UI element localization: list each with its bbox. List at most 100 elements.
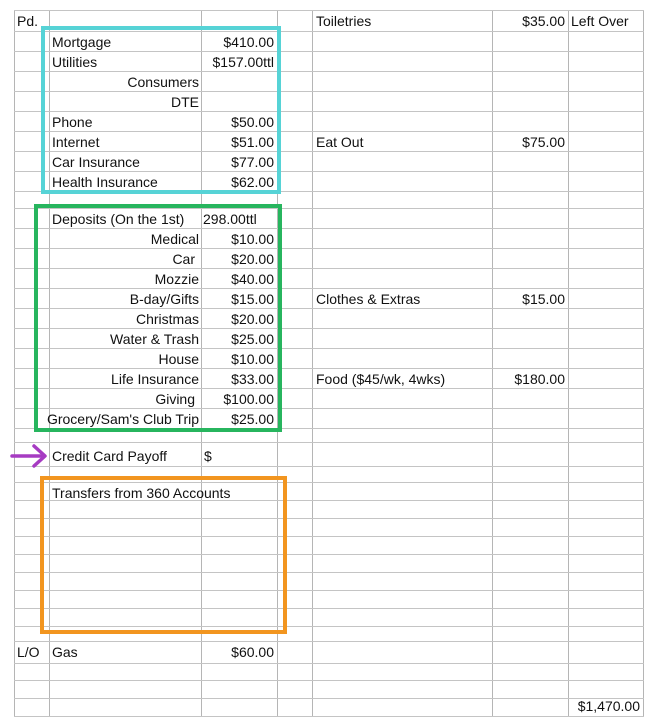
deposits-header-amount: 298.00ttl (203, 211, 257, 227)
dte-label: DTE (171, 94, 199, 110)
deposit-amount: $100.00 (223, 391, 274, 407)
grid-row-line (14, 308, 644, 309)
grid-row-line (14, 608, 644, 609)
consumers-label: Consumers (127, 74, 199, 90)
grid-column-line (312, 10, 313, 716)
health-insurance-label: Health Insurance (52, 174, 158, 190)
deposit-amount: $20.00 (231, 251, 274, 267)
grid-row-line (14, 151, 644, 152)
deposit-label: Mozzie (154, 271, 199, 287)
car-insurance-label: Car Insurance (52, 154, 140, 170)
deposit-label: House (158, 351, 199, 367)
grid-row-line (14, 680, 644, 681)
grid-row-line (14, 554, 644, 555)
deposit-amount: $25.00 (231, 331, 274, 347)
internet-amount: $51.00 (231, 134, 274, 150)
right-arrow-icon (10, 444, 47, 468)
deposit-label: Car (172, 251, 195, 267)
grid-row-line (14, 111, 644, 112)
grid-row-line (14, 288, 644, 289)
grid-row-line (14, 572, 644, 573)
deposit-label: Water & Trash (110, 331, 199, 347)
deposit-amount: $10.00 (231, 351, 274, 367)
grid-column-line (201, 10, 202, 716)
grid-row-line (14, 91, 644, 92)
grid-row-line (14, 51, 644, 52)
food-amount: $180.00 (514, 371, 565, 387)
grid-row-line (14, 482, 644, 483)
deposit-label: Life Insurance (111, 371, 199, 387)
grid-row-line (14, 641, 644, 642)
deposit-amount: $25.00 (231, 411, 274, 427)
grid-column-line (277, 10, 278, 716)
grid-row-line (14, 626, 644, 627)
internet-label: Internet (52, 134, 100, 150)
deposit-label: Giving (155, 391, 195, 407)
grid-row-line (14, 368, 644, 369)
deposit-amount: $20.00 (231, 311, 274, 327)
grid-row-line (14, 408, 644, 409)
deposit-amount: $10.00 (231, 231, 274, 247)
grid-column-line (49, 10, 50, 716)
grid-row-line (14, 466, 644, 467)
mortgage-label: Mortgage (52, 34, 112, 50)
grid-row-line (14, 716, 644, 717)
food-label: Food ($45/wk, 4wks) (316, 371, 446, 387)
grid-column-line (14, 10, 15, 716)
grid-row-line (14, 228, 644, 229)
grid-row-line (14, 171, 644, 172)
utilities-label: Utilities (52, 54, 98, 70)
deposit-label: Medical (150, 231, 199, 247)
toiletries-amount: $35.00 (522, 13, 565, 29)
grid-column-line (568, 10, 569, 716)
deposit-label: B-day/Gifts (129, 291, 199, 307)
credit-card-amount: $ (204, 448, 212, 464)
utilities-amount: $157.00ttl (212, 54, 275, 70)
grid-row-line (14, 248, 644, 249)
grid-row-line (14, 428, 644, 429)
deposits-highlight-box (34, 204, 282, 432)
grid-row-line (14, 663, 644, 664)
eat-out-amount: $75.00 (522, 134, 565, 150)
gas-amount: $60.00 (231, 644, 274, 660)
grid-row-line (14, 442, 644, 443)
grid-row-line (14, 71, 644, 72)
grid-row-line (14, 31, 644, 32)
deposit-amount: $40.00 (231, 271, 274, 287)
toiletries-label: Toiletries (316, 13, 372, 29)
grid-row-line (14, 518, 644, 519)
leftover-marker: L/O (17, 644, 40, 660)
transfers-label: Transfers from 360 Accounts (52, 485, 231, 501)
grid-row-line (14, 131, 644, 132)
deposit-label: Christmas (135, 311, 199, 327)
gas-label: Gas (52, 644, 78, 660)
credit-card-label: Credit Card Payoff (52, 448, 167, 464)
bills-highlight-box (41, 26, 281, 194)
grid-column-line (643, 10, 644, 716)
clothes-amount: $15.00 (522, 291, 565, 307)
grid-row-line (14, 10, 644, 11)
grid-row-line (14, 500, 644, 501)
transfers-highlight-box (40, 476, 287, 634)
grid-row-line (14, 698, 644, 699)
grid-row-line (14, 536, 644, 537)
phone-label: Phone (52, 114, 93, 130)
deposit-label: Grocery/Sam's Club Trip (46, 411, 199, 427)
eat-out-label: Eat Out (316, 134, 364, 150)
left-over-header: Left Over (571, 13, 629, 29)
total-amount: $1,470.00 (577, 698, 640, 714)
paid-header: Pd. (17, 13, 39, 29)
grid-row-line (14, 388, 644, 389)
mortgage-amount: $410.00 (223, 34, 274, 50)
grid-row-line (14, 208, 644, 209)
grid-row-line (14, 590, 644, 591)
deposit-amount: $33.00 (231, 371, 274, 387)
deposits-header-label: Deposits (On the 1st) (52, 211, 185, 227)
grid-column-line (492, 10, 493, 716)
deposit-amount: $15.00 (231, 291, 274, 307)
health-insurance-amount: $62.00 (231, 174, 274, 190)
grid-row-line (14, 348, 644, 349)
grid-row-line (14, 328, 644, 329)
phone-amount: $50.00 (231, 114, 274, 130)
